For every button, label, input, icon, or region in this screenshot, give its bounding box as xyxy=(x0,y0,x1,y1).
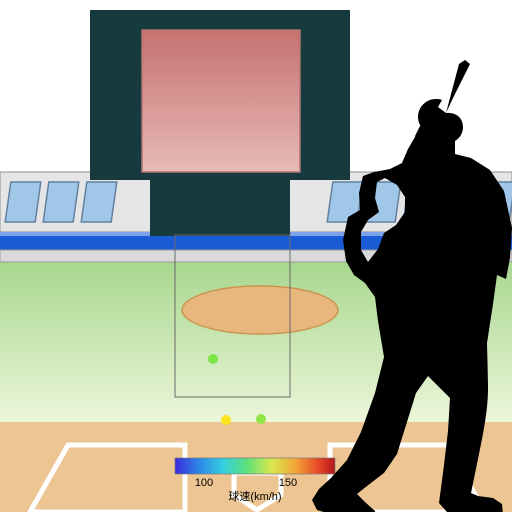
pitch-marker xyxy=(208,354,218,364)
colorbar-tick-label: 150 xyxy=(279,477,297,489)
colorbar-title: 球速(km/h) xyxy=(228,489,281,503)
stand-window xyxy=(81,182,117,222)
pitch-location-chart: 100 150球速(km/h) xyxy=(0,0,512,512)
pitch-marker xyxy=(221,415,231,425)
speed-colorbar xyxy=(175,458,335,474)
stand-window xyxy=(5,182,41,222)
scoreboard-base xyxy=(150,180,290,236)
colorbar-tick-label: 100 xyxy=(195,477,213,489)
stand-window xyxy=(43,182,79,222)
scoreboard-screen xyxy=(142,30,300,172)
chart-svg: 100 150球速(km/h) xyxy=(0,0,512,512)
pitchers-mound xyxy=(182,286,338,334)
pitch-marker xyxy=(256,414,266,424)
